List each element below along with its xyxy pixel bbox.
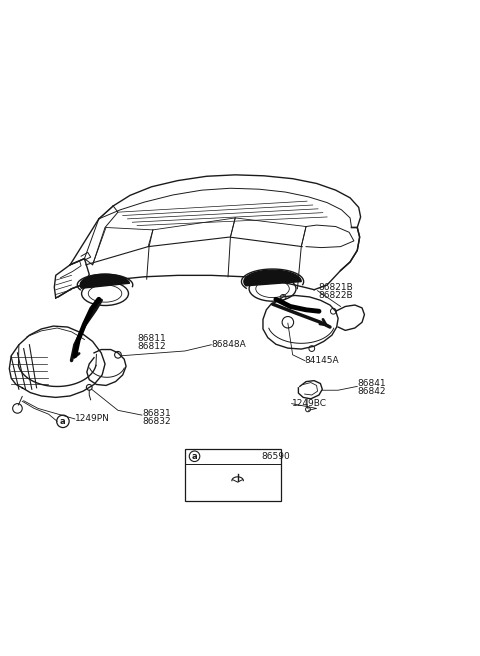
Text: 86831: 86831 <box>142 409 170 418</box>
Text: 86590: 86590 <box>262 452 290 461</box>
Text: a: a <box>192 452 197 461</box>
Bar <box>185 449 281 501</box>
Text: 86822B: 86822B <box>318 291 353 300</box>
Text: 86832: 86832 <box>142 417 170 426</box>
Polygon shape <box>244 270 301 286</box>
Text: 86812: 86812 <box>137 342 166 351</box>
Text: 86811: 86811 <box>137 334 166 343</box>
Text: 1249PN: 1249PN <box>75 415 110 423</box>
Text: a: a <box>60 417 66 426</box>
Text: 84145A: 84145A <box>305 356 339 365</box>
Text: 1249BC: 1249BC <box>292 399 327 408</box>
Text: 86848A: 86848A <box>211 340 246 349</box>
Text: 86841: 86841 <box>357 379 386 388</box>
Text: 86842: 86842 <box>357 386 386 396</box>
Text: 86821B: 86821B <box>318 283 353 292</box>
Polygon shape <box>80 274 130 288</box>
